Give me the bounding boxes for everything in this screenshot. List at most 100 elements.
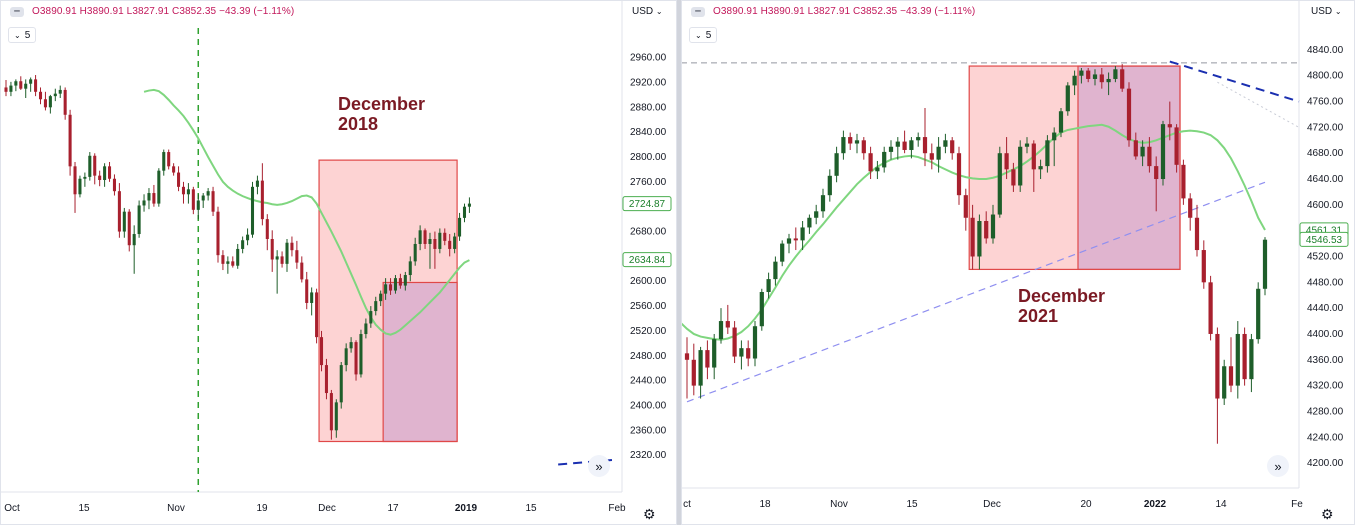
highlight-rectangle [968,65,1181,271]
scroll-to-realtime-button[interactable]: » [588,455,610,477]
candle [265,214,269,251]
candle [83,172,87,187]
candle-body [943,140,948,147]
candle [800,220,805,251]
candle-body [398,278,402,286]
chart-left-canvas[interactable]: 2960.00 2920.00 2880.00 2840.00 2800.00 2760.… [0,0,677,525]
annotation-label: 2018 [338,114,378,134]
scroll-to-realtime-button[interactable]: » [1267,455,1289,477]
candle-body [997,153,1002,215]
candle [950,137,955,160]
candle-body [374,301,378,312]
candle-body [255,180,259,187]
ohlc-bar-left: ━ O3890.91 H3890.91 L3827.91 C3852.35 −4… [10,6,294,17]
candle [1126,82,1132,147]
candle-body [403,275,407,286]
chart-panel-right[interactable]: 4840.00 4800.00 4760.00 4720.00 4680.00 4640.… [672,0,1355,525]
settings-gear-icon[interactable]: ⚙ [643,506,656,522]
currency-selector[interactable]: USD ⌄ [1311,6,1342,17]
candle-body [290,242,294,251]
candle-body [329,393,333,431]
candle [186,183,190,204]
candle-body [773,261,778,280]
candle-body [275,256,279,260]
price-axis-tick: 4440.00 [1307,303,1344,314]
candle [820,188,826,218]
candle [752,321,758,367]
candle-body [1099,74,1104,83]
candle-body [117,191,121,232]
currency-selector[interactable]: USD ⌄ [632,6,663,17]
candle-body [1079,70,1084,76]
candle-body [793,238,798,241]
candle-body [68,114,72,167]
time-axis-tick: Nov [167,503,185,514]
candle [462,203,467,223]
candle-body [752,326,758,359]
candle [246,228,250,246]
candle-body [196,200,200,210]
ohlc-values: O3890.91 H3890.91 L3827.91 C3852.35 −43.… [713,6,976,17]
chart-panel-left[interactable]: 2960.00 2920.00 2880.00 2840.00 2800.00 2760.… [0,0,677,525]
price-axis-tick: 2800.00 [630,152,667,163]
price-axis-tick: 2840.00 [630,127,667,138]
candle [1004,137,1009,180]
price-axis-tick: 2400.00 [630,400,667,411]
candle-body [285,242,289,264]
time-axis-tick: Dec [318,503,336,514]
candle-body [167,152,171,167]
settings-gear-icon[interactable]: ⚙ [1321,506,1334,522]
price-axis-tick: 4640.00 [1307,174,1344,185]
candle-body [1222,366,1227,399]
candle [902,130,907,154]
candle-body [103,166,107,180]
candle [142,194,146,212]
candle-body [236,248,240,266]
indicator-period-box[interactable]: ⌄ 5 [689,27,718,43]
price-axis-tick: 4280.00 [1307,406,1344,417]
candle [339,361,343,409]
candle-body [950,140,955,154]
candle-body [827,175,832,196]
candle [1154,156,1159,212]
candle [1262,237,1268,296]
candle [127,209,131,252]
candle [854,133,860,154]
candle-body [1201,250,1206,283]
time-axis-tick: 2019 [455,503,478,514]
candle [990,204,996,244]
candle [359,329,363,378]
candle-body [1133,140,1138,157]
candle [108,161,112,182]
indicator-period-box[interactable]: ⌄ 5 [8,27,37,43]
time-axis-tick: Feb [608,503,626,514]
candle [936,137,941,173]
candle-body [112,178,116,192]
collapse-icon[interactable]: ━ [10,6,24,17]
candle-body [1256,288,1261,340]
candle-body [1160,124,1166,180]
candle [1215,327,1220,444]
candle [344,343,348,372]
price-axis-tick: 2560.00 [630,301,667,312]
candle [739,340,744,370]
candle [1065,82,1070,116]
candle-body [1052,132,1057,141]
time-axis-tick: 20 [1080,499,1092,510]
time-axis-tick: 2022 [1144,499,1167,510]
candle-body [73,166,77,195]
candle [1235,321,1240,399]
price-axis-tick: 4200.00 [1307,458,1344,469]
candle-body [9,85,13,92]
candle [14,79,18,92]
price-axis-tick: 4240.00 [1307,432,1344,443]
candle [280,251,284,268]
candle [38,87,43,105]
candle-body [324,365,328,394]
candle-body [231,261,235,266]
collapse-icon[interactable]: ━ [691,6,705,17]
chart-right-canvas[interactable]: 4840.00 4800.00 4760.00 4720.00 4680.00 4640.… [672,0,1355,525]
candle-body [868,153,873,172]
candle-body [848,137,853,144]
candle [152,184,156,207]
